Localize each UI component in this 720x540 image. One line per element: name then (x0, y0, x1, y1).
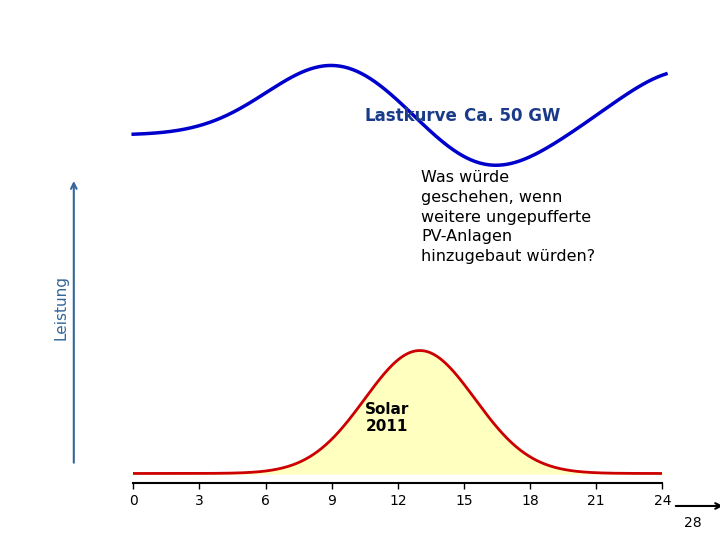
Text: 28: 28 (685, 516, 702, 530)
Text: Ca. 50 GW: Ca. 50 GW (464, 107, 561, 125)
Text: Leistung: Leistung (54, 275, 68, 340)
Text: Was würde
geschehen, wenn
weitere ungepufferte
PV-Anlagen
hinzugebaut würden?: Was würde geschehen, wenn weitere ungepu… (421, 170, 595, 264)
Text: Solar
2011: Solar 2011 (364, 402, 409, 434)
Text: Lastkurve: Lastkurve (364, 107, 457, 125)
